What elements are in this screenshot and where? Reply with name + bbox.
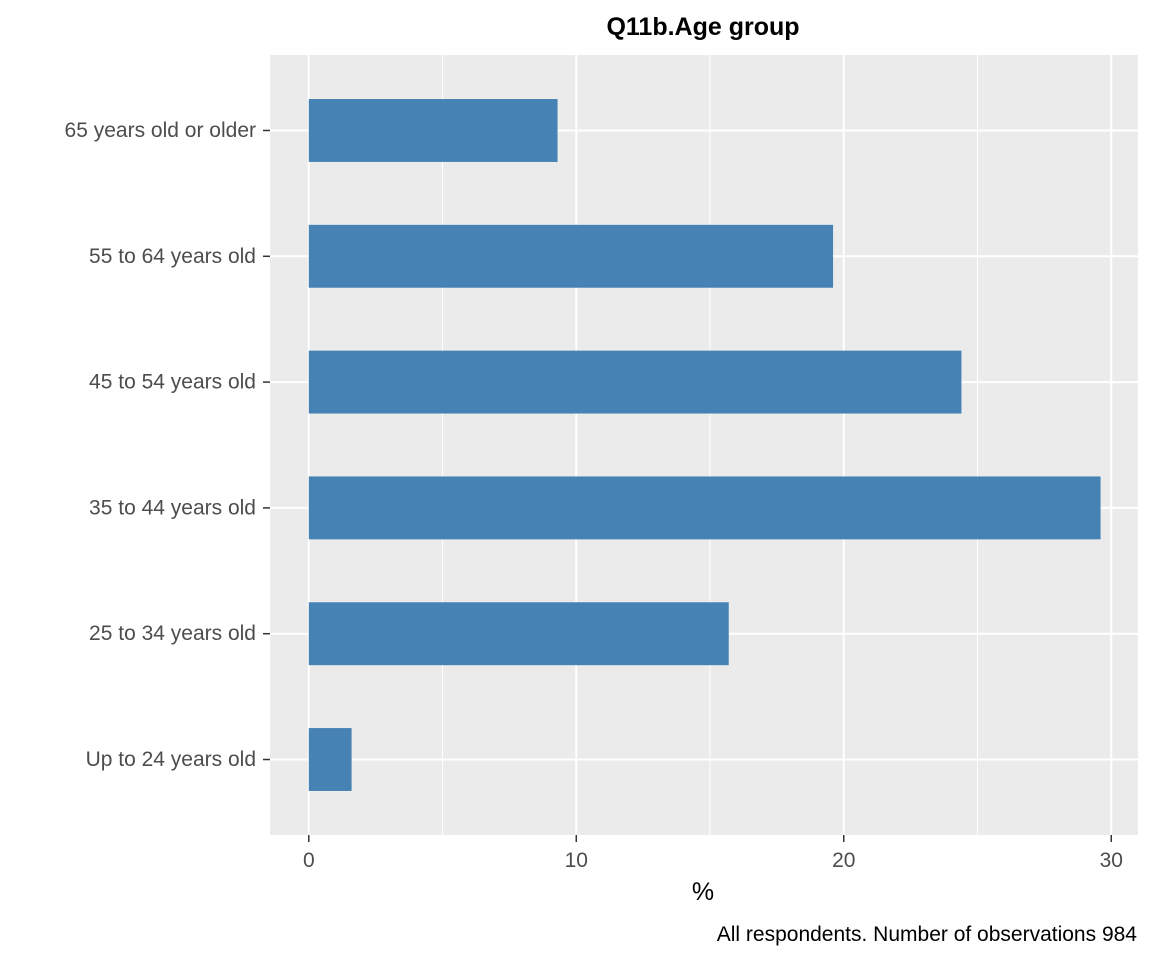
y-axis: Up to 24 years old 25 to 34 years old 35 t… — [65, 119, 270, 771]
x-tick-label: 10 — [565, 849, 588, 872]
x-tick-label: 20 — [832, 849, 855, 872]
x-axis: 0 10 20 30 — [303, 835, 1123, 872]
y-tick-label: 25 to 34 years old — [89, 622, 256, 645]
minor-gridlines — [442, 55, 979, 835]
y-tick-label: Up to 24 years old — [86, 748, 256, 771]
bar — [308, 99, 558, 162]
bar — [308, 476, 1101, 540]
y-tick-label: 65 years old or older — [65, 119, 256, 142]
y-tick-label: 35 to 44 years old — [89, 496, 256, 519]
bars — [308, 99, 1101, 791]
x-tick-label: 0 — [303, 849, 315, 872]
bar — [308, 224, 834, 288]
chart-title: Q11b.Age group — [606, 13, 799, 41]
y-tick-label: 55 to 64 years old — [89, 245, 256, 268]
bar — [308, 602, 729, 666]
plot-panel — [270, 55, 1138, 835]
y-tick-label: 45 to 54 years old — [89, 371, 256, 394]
bar — [308, 350, 962, 414]
x-tick-label: 30 — [1100, 849, 1123, 872]
bar — [308, 728, 352, 791]
x-axis-label: % — [692, 878, 714, 906]
chart-caption: All respondents. Number of observations … — [717, 923, 1138, 946]
